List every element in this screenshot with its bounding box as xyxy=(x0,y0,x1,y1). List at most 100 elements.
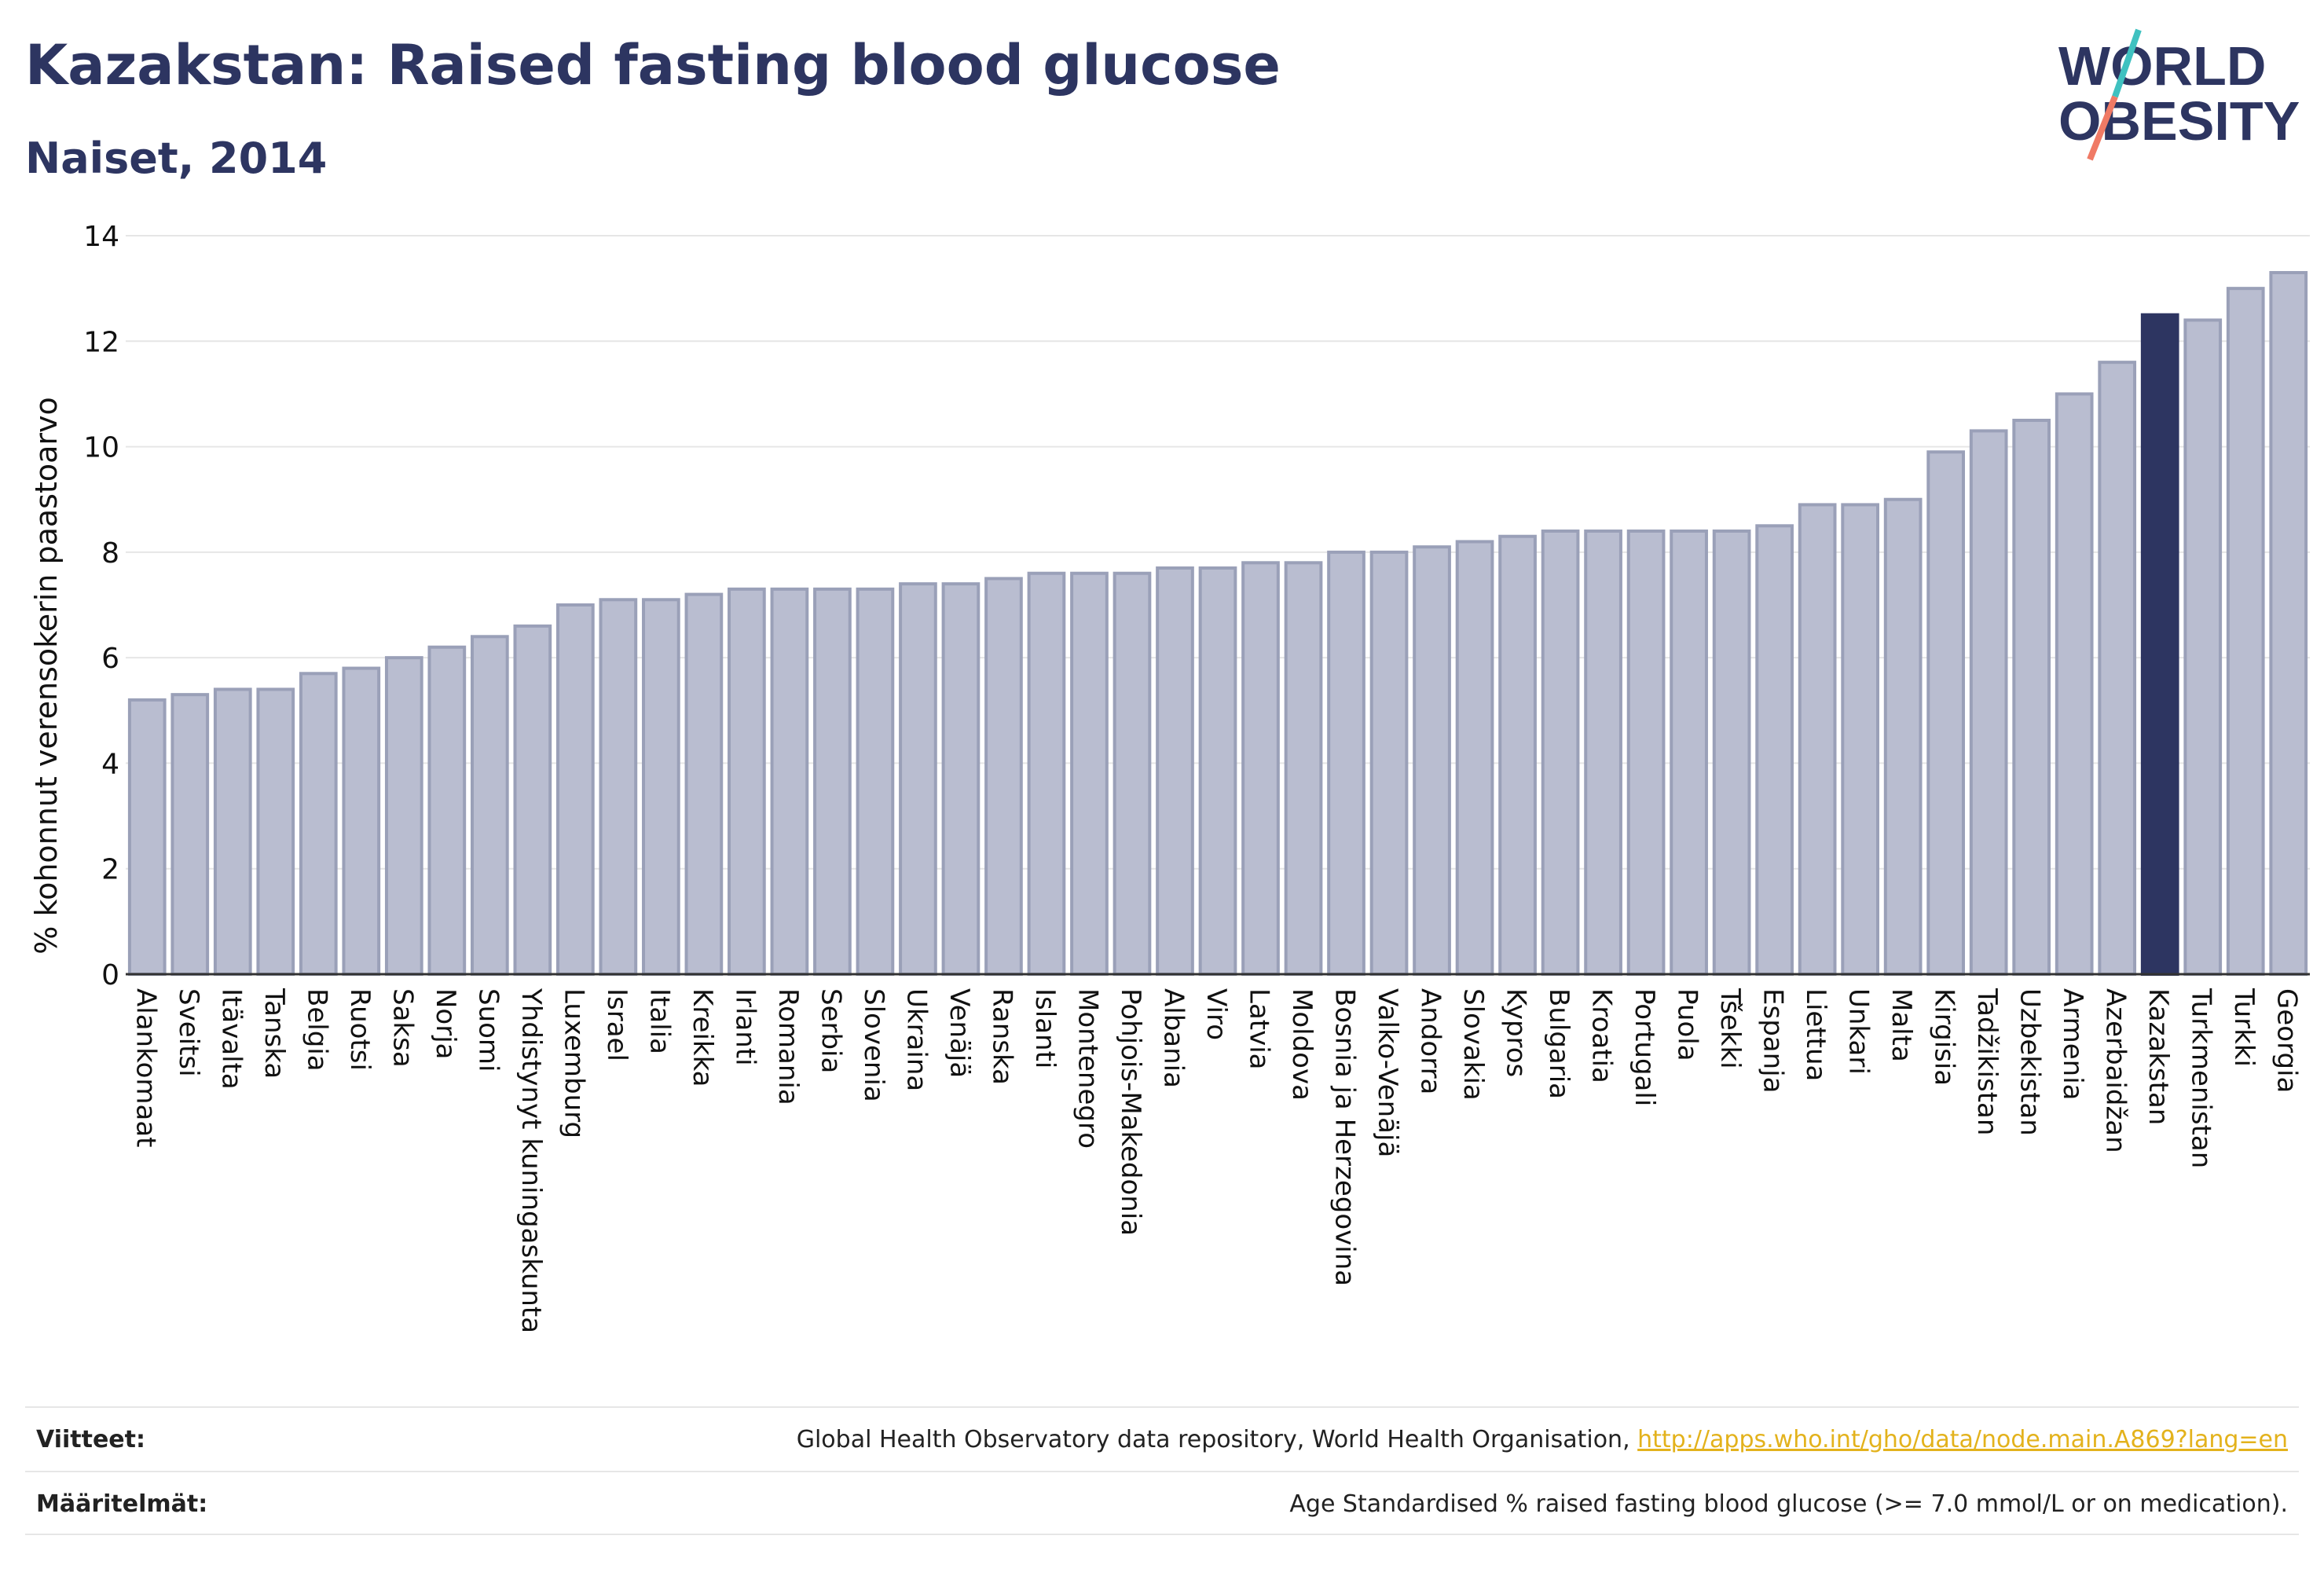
x-tick-label: Unkari xyxy=(1843,988,1875,1075)
bar xyxy=(1541,530,1580,976)
x-tick-label: Albania xyxy=(1157,988,1189,1088)
bar xyxy=(642,598,680,976)
x-tick-label: Viro xyxy=(1200,988,1232,1040)
bar xyxy=(2269,271,2308,976)
x-tick-label: Kypros xyxy=(1501,988,1532,1077)
x-tick-label: Puola xyxy=(1672,988,1703,1061)
x-tick-label: Romania xyxy=(772,988,804,1105)
x-tick-label: Israel xyxy=(601,988,632,1061)
x-tick-label: Kroatia xyxy=(1586,988,1618,1083)
bar xyxy=(1626,530,1666,976)
bar xyxy=(1712,530,1751,976)
x-tick-label: Portugali xyxy=(1629,988,1660,1106)
x-tick-label: Ranska xyxy=(986,988,1017,1085)
axis-layer: 0 2 4 6 8 10 12 14 Alankomaat Sveitsi Itävalta Tans… xyxy=(83,221,2310,1333)
bar xyxy=(1584,530,1622,976)
x-tick-label: Moldova xyxy=(1286,988,1318,1101)
y-tick-label: 10 xyxy=(83,432,119,464)
bar xyxy=(1027,571,1066,976)
bar xyxy=(2140,313,2179,976)
bar-chart: 0 2 4 6 8 10 12 14 Alankomaat Sveitsi Itävalta Tans… xyxy=(29,221,2310,1333)
bar xyxy=(1113,571,1152,976)
x-tick-label: Saksa xyxy=(387,988,418,1068)
bar xyxy=(513,624,552,976)
bar xyxy=(1241,561,1280,976)
logo-slash-coral-icon xyxy=(2087,95,2118,161)
x-tick-label: Yhdistynyt kuningaskunta xyxy=(515,988,547,1333)
x-tick-label: Slovakia xyxy=(1457,988,1489,1101)
x-tick-label: Liettua xyxy=(1800,988,1831,1081)
bar xyxy=(213,687,252,977)
bar xyxy=(299,672,338,976)
bar xyxy=(470,635,509,976)
bar xyxy=(899,582,937,977)
bar xyxy=(256,687,295,977)
bar xyxy=(1198,566,1237,976)
bar xyxy=(170,693,210,977)
footer-references: Viitteet: Global Health Observatory data… xyxy=(25,1406,2299,1471)
logo-line1: WORLD xyxy=(2058,35,2266,97)
bar xyxy=(1969,429,2008,976)
bar xyxy=(1841,503,1879,976)
bar xyxy=(941,582,981,977)
bar xyxy=(1670,530,1708,976)
x-tick-label: Kreikka xyxy=(687,988,718,1087)
x-tick-label: Espanja xyxy=(1758,988,1789,1093)
x-tick-label: Ruotsi xyxy=(344,988,376,1071)
bar xyxy=(684,592,724,976)
bar xyxy=(1455,540,1494,976)
bar xyxy=(1284,561,1323,976)
x-tick-label: Ukraina xyxy=(900,988,932,1091)
bar xyxy=(856,587,895,976)
x-tick-label: Turkki xyxy=(2228,988,2260,1067)
bar xyxy=(1070,571,1109,976)
y-tick-label: 0 xyxy=(101,959,119,991)
bar xyxy=(599,598,638,976)
y-tick-label: 14 xyxy=(83,221,119,253)
footer-divider xyxy=(25,1534,2299,1535)
bar xyxy=(1413,545,1451,976)
bar xyxy=(770,587,809,976)
x-tick-label: Italia xyxy=(643,988,675,1054)
x-tick-label: Kirgisia xyxy=(1929,988,1960,1086)
x-tick-label: Tšekki xyxy=(1714,988,1746,1069)
x-tick-label: Valko-Venäjä xyxy=(1372,988,1403,1157)
x-tick-label: Latvia xyxy=(1244,988,1275,1070)
y-tick-label: 12 xyxy=(83,326,119,358)
x-tick-label: Norja xyxy=(430,988,461,1060)
bar xyxy=(1755,524,1794,976)
references-value: Global Health Observatory data repositor… xyxy=(797,1426,2299,1453)
x-tick-label: Alankomaat xyxy=(130,988,161,1148)
x-tick-label: Montenegro xyxy=(1072,988,1103,1149)
y-axis-label: % kohonnut verensokerin paastoarvo xyxy=(29,397,64,954)
x-tick-label: Belgia xyxy=(301,988,332,1072)
x-tick-label: Azerbaidžan xyxy=(2100,988,2132,1153)
bar xyxy=(728,587,766,976)
page-subtitle: Naiset, 2014 xyxy=(25,134,328,183)
x-tick-label: Bulgaria xyxy=(1543,988,1574,1099)
y-tick-label: 8 xyxy=(101,537,119,570)
bar xyxy=(2098,361,2137,976)
references-link[interactable]: http://apps.who.int/gho/data/node.main.A… xyxy=(1637,1425,2288,1453)
bar xyxy=(427,645,467,976)
x-tick-label: Andorra xyxy=(1415,988,1446,1094)
definitions-text: Age Standardised % raised fasting blood … xyxy=(1289,1490,2288,1518)
y-tick-label: 2 xyxy=(101,854,119,886)
bar xyxy=(1883,497,1923,976)
x-tick-label: Itävalta xyxy=(215,988,247,1090)
x-tick-label: Suomi xyxy=(472,988,504,1072)
bar xyxy=(384,656,423,977)
x-tick-label: Malta xyxy=(1886,988,1917,1062)
page-title: Kazakstan: Raised fasting blood glucose xyxy=(25,33,1281,97)
x-tick-label: Kazakstan xyxy=(2143,988,2174,1125)
x-tick-label: Venäjä xyxy=(944,988,975,1078)
bar xyxy=(342,666,381,976)
x-tick-label: Armenia xyxy=(2057,988,2088,1101)
world-obesity-logo: WORLD OBESITY xyxy=(2058,28,2300,161)
bar xyxy=(2055,392,2094,976)
bar xyxy=(1327,550,1365,976)
footer-definitions: Määritelmät: Age Standardised % raised f… xyxy=(25,1471,2299,1535)
bar xyxy=(1369,550,1409,976)
x-tick-label: Irlanti xyxy=(729,988,761,1066)
references-text: Global Health Observatory data repositor… xyxy=(796,1425,1638,1453)
